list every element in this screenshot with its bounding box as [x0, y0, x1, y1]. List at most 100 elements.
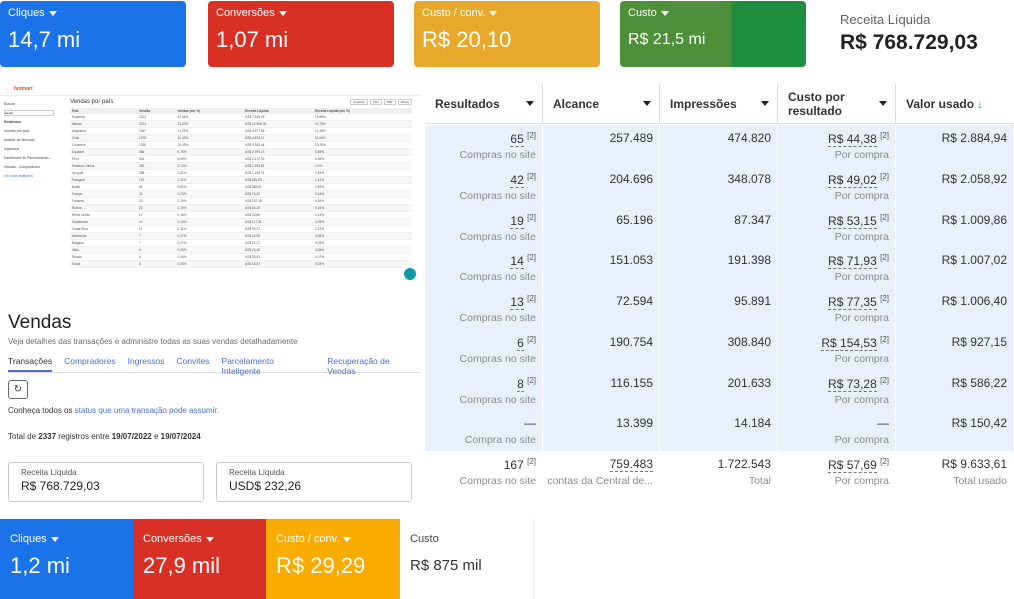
tab-transacoes[interactable]: Transações — [8, 354, 53, 372]
clicks-card[interactable]: Cliques 14,7 mi — [0, 1, 186, 67]
table-row[interactable]: 19 [2] Compras no site 65.196 87.347 R$ 53,1… — [425, 206, 1014, 248]
chat-icon[interactable] — [404, 268, 416, 280]
table-cell: 18,68% — [313, 114, 412, 122]
table-cell: 24,75% — [313, 120, 412, 129]
results-value[interactable]: 65 — [510, 132, 524, 147]
cost-label: Custo — [628, 7, 657, 19]
table-cell: 0,29% — [313, 218, 412, 227]
cost-value[interactable]: R$ 154,53 — [821, 335, 877, 351]
tab-recuperacao[interactable]: Recuperação de Vendas — [327, 356, 390, 376]
table-row: Estados Unidos 282 2,73% US$ 1.183,81 2,9% — [70, 162, 412, 171]
results-value[interactable]: 13 — [510, 295, 524, 310]
table-row[interactable]: — Compra no site 13.399 14.184 — Por compra R$… — [425, 410, 1014, 452]
reach-value: 116.155 — [610, 375, 654, 390]
reach-value: 190.754 — [609, 334, 653, 349]
spent-value: R$ 1.007,02 — [941, 253, 1007, 268]
cost-value[interactable]: R$ 71,93 — [828, 254, 877, 270]
filter-button[interactable]: Filtros — [397, 99, 412, 105]
table-cell: 2,84% — [313, 169, 412, 178]
table-cell: 11,19% — [175, 127, 243, 136]
sidebar-item[interactable]: Ver mais relatórios — [4, 174, 33, 178]
cost-per-conv-card[interactable]: Custo / conv. R$ 20,10 — [414, 1, 600, 67]
bottom-cost-per-conv-value: R$ 29,29 — [276, 553, 366, 578]
reach-value: 65.196 — [616, 212, 653, 227]
conversions-card[interactable]: Conversões 1,07 mi — [208, 1, 394, 67]
pdf-button[interactable]: PDF — [383, 99, 396, 105]
spent-value: R$ 150,42 — [951, 416, 1007, 431]
bottom-clicks-card[interactable]: Cliques 1,2 mi — [0, 519, 133, 599]
table-cell: US$ 24,96 — [242, 232, 314, 241]
chevron-down-icon — [343, 536, 352, 542]
table-row[interactable]: 42 [2] Compras no site 204.696 348.078 R$ 49… — [425, 165, 1014, 207]
table-row[interactable]: 14 [2] Compras no site 151.053 191.398 R$ 71… — [425, 247, 1014, 289]
header-results[interactable]: Resultados — [425, 84, 543, 124]
table-row[interactable]: 13 [2] Compras no site 72.594 95.891 R$ 77,3… — [425, 288, 1014, 329]
table-row[interactable]: 8 [2] Compras no site 116.155 201.633 R$ 73,… — [425, 369, 1014, 411]
spent-value: R$ 927,15 — [951, 334, 1007, 349]
header-cost-per-result[interactable]: Custo por resultado — [778, 84, 896, 124]
column-header[interactable]: Vendas (em %) — [175, 108, 243, 114]
table-row[interactable]: 6 [2] Compras no site 190.754 308.840 R$ 154… — [425, 328, 1014, 370]
table-row: Costa Rica 11 0,11% US$ 90,21 0,22% — [70, 225, 412, 234]
cost-value[interactable]: R$ 53,15 — [828, 213, 877, 229]
bottom-conversions-card[interactable]: Conversões 27,9 mil — [133, 519, 266, 599]
header-amount-spent[interactable]: Valor usado ↓ — [896, 84, 1014, 124]
sidebar-item[interactable]: Análise de Mercado — [4, 138, 35, 142]
bottom-cost-per-conv-label: Custo / conv. — [276, 533, 340, 545]
cost-sub: Por compra — [834, 434, 889, 447]
cost-value[interactable]: R$ 77,35 — [828, 295, 877, 310]
revenue-usd-value: USD$ 232,26 — [229, 479, 302, 493]
cost-card[interactable]: Custo R$ 21,5 mi — [620, 1, 806, 67]
tab-ingressos[interactable]: Ingressos — [127, 356, 165, 366]
table-row[interactable]: 65 [2] Compras no site 257.489 474.820 R$ 44… — [425, 125, 1014, 166]
footer-cost-value[interactable]: R$ 57,69 — [828, 458, 877, 473]
sidebar-item[interactable]: Vendas por país — [4, 129, 30, 133]
bottom-cost-per-conv-card[interactable]: Custo / conv. R$ 29,29 — [266, 519, 400, 599]
export-button[interactable]: Exportar — [350, 99, 368, 105]
column-header[interactable]: Vendas — [136, 108, 176, 114]
table-cell: 0,07% — [175, 232, 243, 241]
results-value[interactable]: 42 — [510, 172, 524, 188]
reach-value: 257.489 — [609, 131, 653, 145]
results-value[interactable]: 14 — [510, 254, 524, 270]
results-value[interactable]: 6 — [517, 335, 524, 351]
tab-compradores[interactable]: Compradores — [64, 356, 116, 366]
back-arrow-icon[interactable]: ← — [6, 86, 10, 91]
results-value[interactable]: 8 — [517, 376, 524, 392]
footer-cost-sub: Por compra — [834, 475, 889, 487]
sidebar-item[interactable]: Dashboard de Parcelamento... — [4, 156, 52, 160]
reach-value: 151.053 — [609, 253, 653, 268]
cost-value[interactable]: R$ 44,38 — [828, 132, 877, 147]
header-impressions[interactable]: Impressões — [660, 84, 778, 124]
table-cell: Espanha — [70, 114, 137, 122]
refresh-button[interactable]: ↻ — [8, 380, 28, 399]
cost-value[interactable]: R$ 73,28 — [828, 376, 877, 392]
table-cell: 11,45% — [313, 127, 412, 136]
footnote-marker: [2] — [527, 375, 536, 385]
column-header[interactable]: Receita Líquida (em %) — [313, 108, 412, 114]
results-value[interactable]: 19 — [510, 213, 524, 229]
header-reach[interactable]: Alcance — [543, 84, 660, 124]
sidebar-item[interactable]: Vendas - Compradores — [4, 165, 40, 169]
sidebar-item[interactable]: Ingressos — [4, 147, 20, 151]
table-cell: 10,05% — [175, 141, 243, 150]
column-header[interactable]: Receita Líquida — [242, 108, 314, 114]
column-header[interactable]: País — [70, 108, 137, 114]
bottom-cost-card[interactable]: Custo R$ 875 mil — [400, 519, 534, 599]
table-cell: 2,81% — [175, 169, 243, 178]
cost-value[interactable]: R$ 49,02 — [828, 172, 877, 188]
sidebar-search-input[interactable] — [4, 110, 54, 116]
table-cell: 201.633 — [660, 369, 778, 411]
table-cell: 257.489 — [543, 125, 660, 166]
cost-value: — — [877, 416, 889, 431]
tab-parcelamento[interactable]: Parcelamento Inteligente — [221, 356, 274, 376]
status-link[interactable]: status que uma transação pode assumir. — [74, 406, 219, 415]
chevron-down-icon — [761, 101, 769, 106]
results-value: — — [524, 416, 536, 431]
csv-button[interactable]: CSV — [369, 99, 382, 105]
results-sub: Compras no site — [459, 149, 536, 161]
table-cell: 72.594 — [543, 288, 660, 329]
footer-reach-value[interactable]: 759.483 — [609, 457, 653, 472]
table-cell: US$ 90,21 — [242, 225, 314, 234]
tab-convites[interactable]: Convites — [176, 356, 210, 366]
